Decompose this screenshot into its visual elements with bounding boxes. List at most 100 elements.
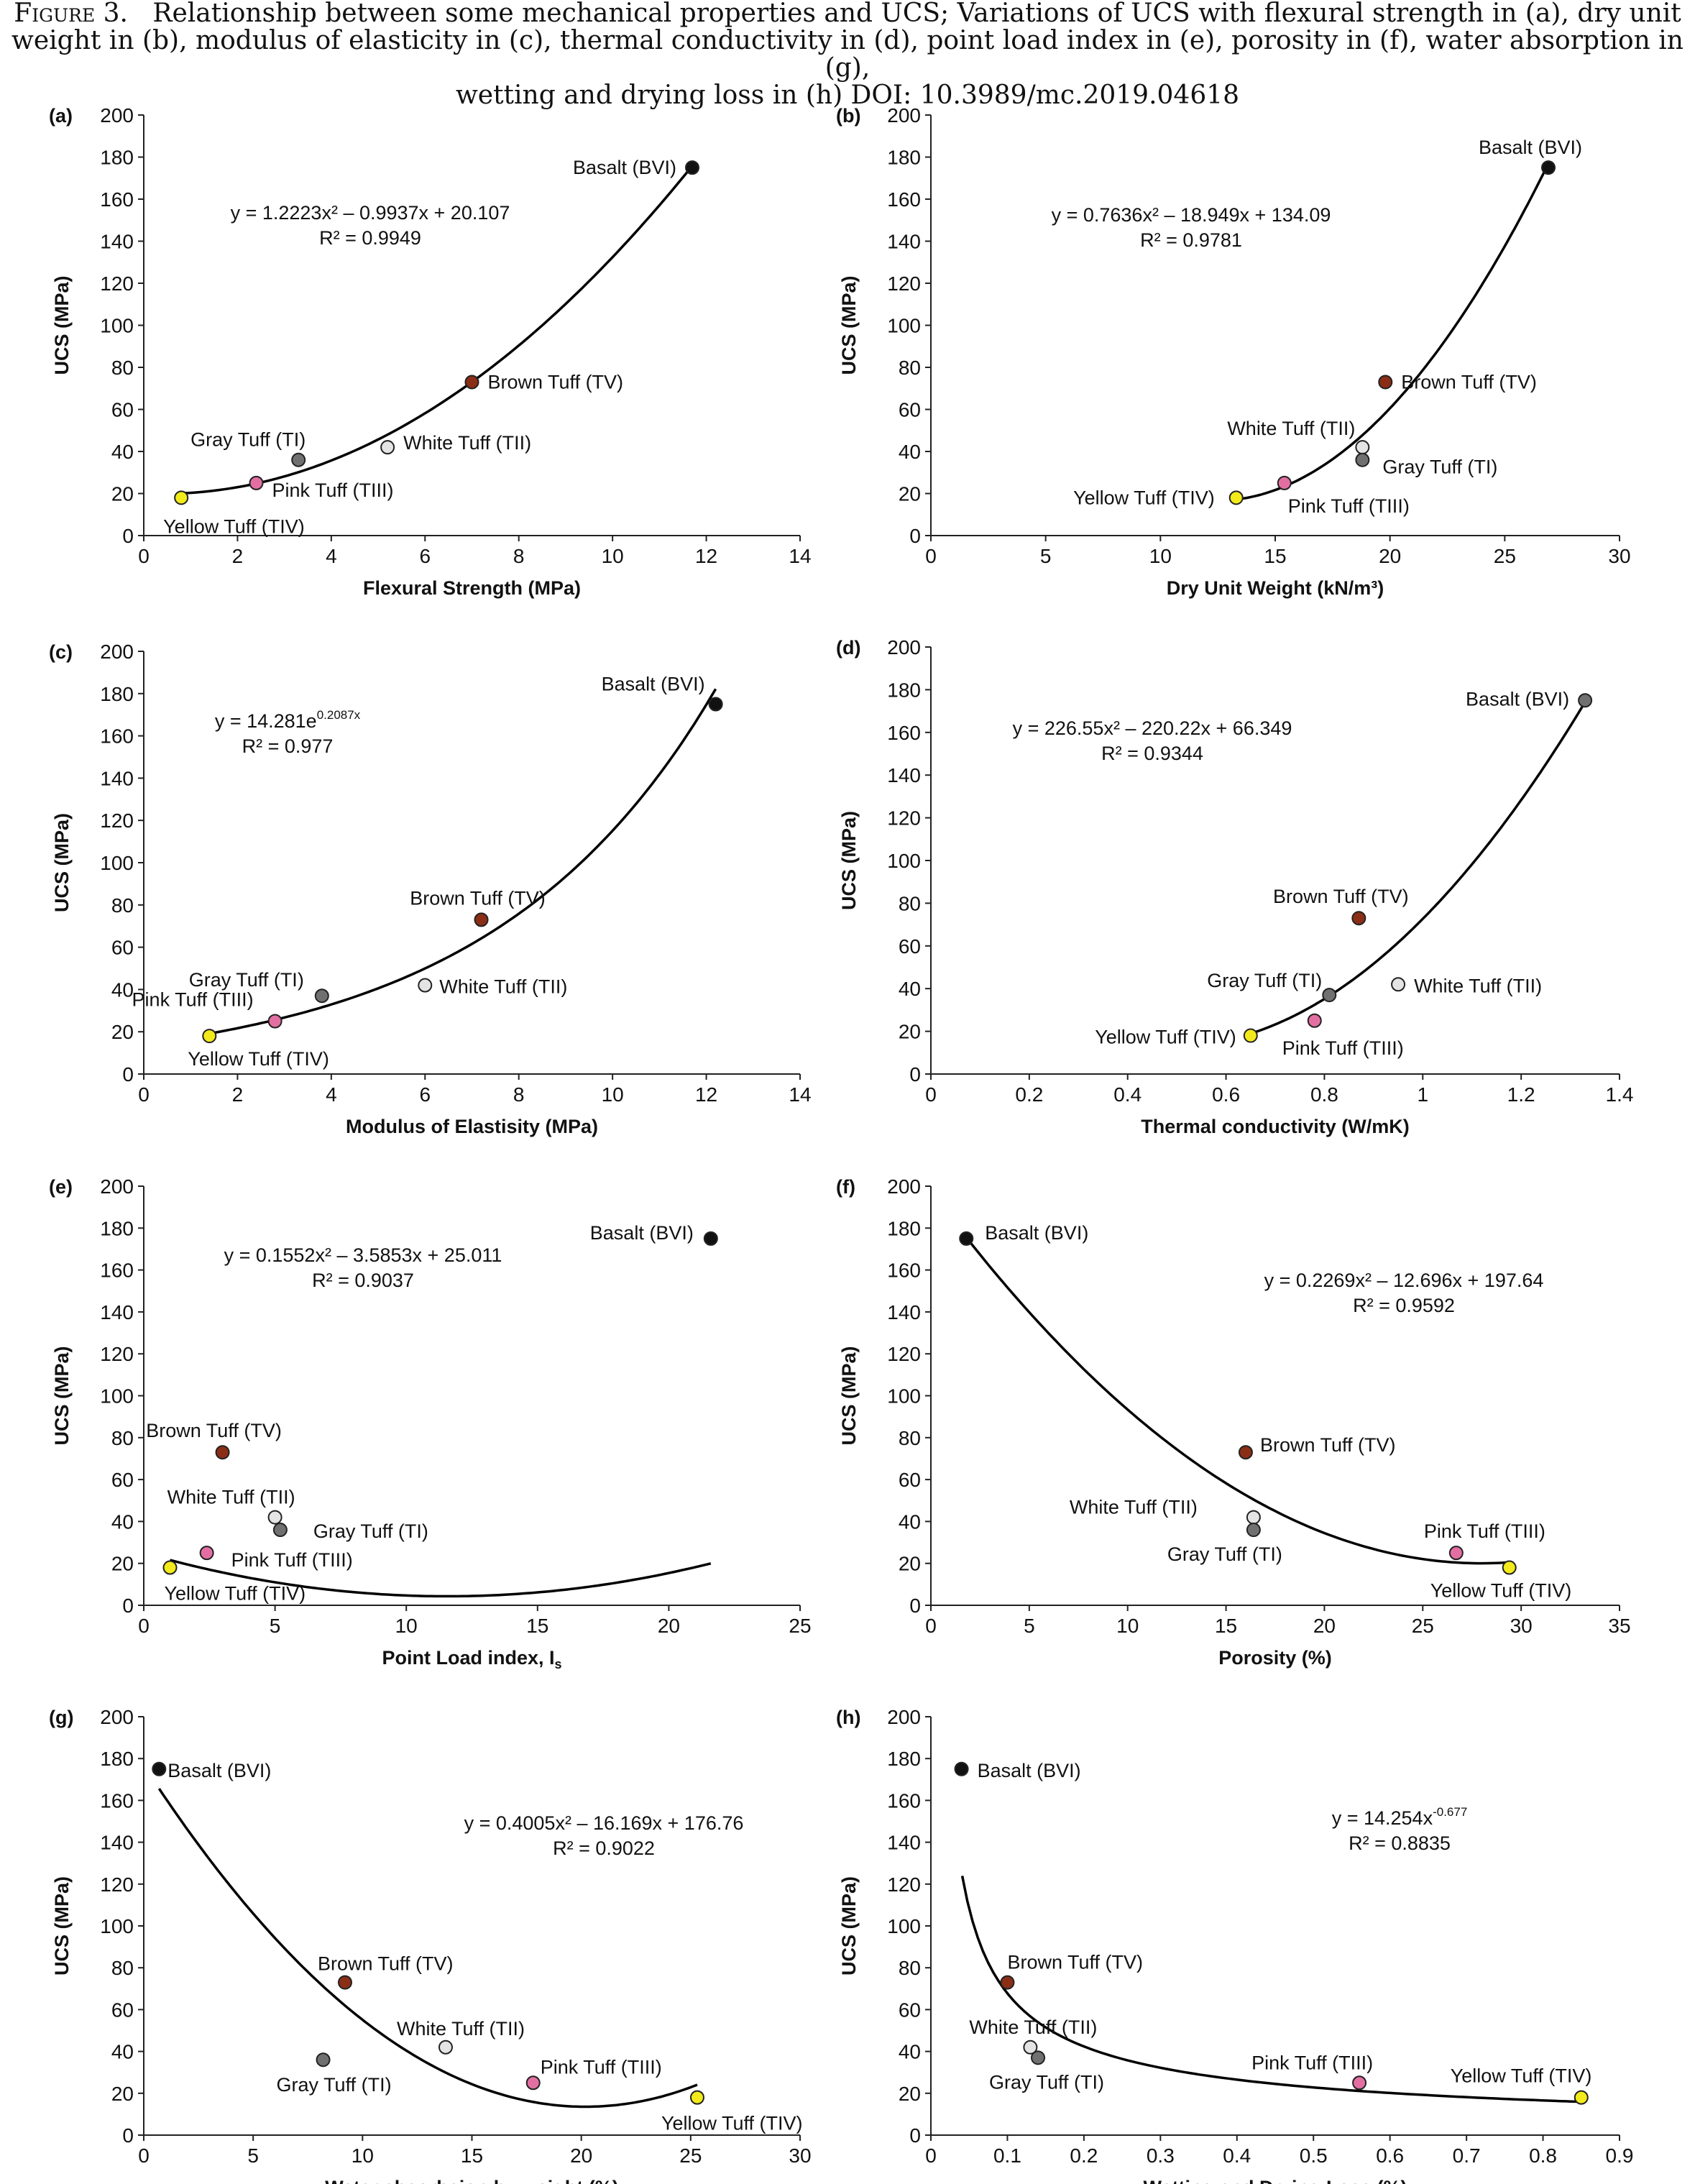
y-tick-label: 160 — [887, 1789, 921, 1812]
x-tick-label: 0 — [925, 1083, 937, 1106]
x-axis-label: Dry Unit Weight (kN/m³) — [1167, 577, 1384, 599]
data-point-gray-tuff-ti — [316, 2052, 331, 2068]
point-label-brown-tuff-tv: Brown Tuff (TV) — [318, 1953, 454, 1975]
data-point-yellow-tuff-tiv — [1228, 490, 1244, 505]
panel-label: (h) — [836, 1707, 860, 1728]
y-axis-label: UCS (MPa) — [838, 275, 860, 375]
trendline — [965, 1236, 1510, 1565]
y-tick-label: 120 — [100, 809, 134, 832]
caption-label: Figure 3. — [14, 0, 128, 28]
point-label-basalt-bvi: Basalt (BVI) — [1479, 137, 1582, 158]
data-point-brown-tuff-tv — [464, 375, 479, 390]
point-label-brown-tuff-tv: Brown Tuff (TV) — [1401, 371, 1537, 393]
equation-base: y = 14.254x — [1332, 1807, 1433, 1829]
figure-caption: Figure 3. Relationship between some mech… — [0, 0, 1695, 109]
data-point-yellow-tuff-tiv — [689, 2090, 704, 2105]
x-tick-label: 10 — [395, 1615, 418, 1637]
point-label-pink-tuff-tiii: Pink Tuff (TIII) — [1424, 1520, 1545, 1542]
x-tick-label: 14 — [789, 545, 811, 567]
y-tick-label: 120 — [887, 1873, 921, 1896]
y-tick-label: 20 — [899, 1553, 921, 1575]
x-tick-label: 0.5 — [1300, 2144, 1328, 2167]
trendline — [170, 1559, 712, 1598]
caption-line-1: Figure 3. Relationship between some mech… — [0, 0, 1695, 27]
point-label-brown-tuff-tv: Brown Tuff (TV) — [1260, 1434, 1396, 1456]
point-label-pink-tuff-tiii: Pink Tuff (TIII) — [541, 2056, 662, 2078]
panel-label: (f) — [836, 1176, 855, 1198]
data-point-white-tuff-tii — [418, 978, 433, 993]
y-tick-label: 180 — [887, 1217, 921, 1239]
y-tick-label: 20 — [899, 483, 921, 505]
data-point-brown-tuff-tv — [337, 1975, 352, 1990]
point-label-white-tuff-tii: White Tuff (TII) — [1227, 418, 1355, 439]
trendline — [960, 1876, 1581, 2103]
x-tick-label: 0 — [138, 1083, 150, 1106]
x-tick-label: 0.8 — [1529, 2144, 1557, 2167]
r-squared: R² = 0.9781 — [1140, 229, 1242, 251]
point-label-basalt-bvi: Basalt (BVI) — [590, 1222, 694, 1244]
data-point-brown-tuff-tv — [215, 1445, 230, 1460]
x-tick-label: 30 — [789, 2144, 811, 2167]
data-point-basalt-bvi — [959, 1231, 974, 1246]
x-tick-label: 10 — [352, 2144, 374, 2167]
point-label-gray-tuff-ti: Gray Tuff (TI) — [1167, 1543, 1282, 1565]
x-tick-label: 1.2 — [1507, 1083, 1535, 1106]
data-point-pink-tuff-tiii — [1352, 2075, 1367, 2091]
data-point-basalt-bvi — [954, 1761, 969, 1776]
x-tick-label: 2 — [232, 1083, 244, 1106]
point-label-white-tuff-tii: White Tuff (TII) — [439, 976, 567, 998]
x-tick-label: 15 — [1264, 545, 1286, 567]
data-point-white-tuff-tii — [1355, 440, 1370, 455]
x-tick-label: 12 — [695, 545, 717, 567]
chart-panel-d: (d) 0 20 40 60 80 100 120 140 160 180 200 0 0.2 0.4 0.6… — [836, 636, 1633, 1137]
r-squared: R² = 0.9592 — [1353, 1295, 1455, 1316]
y-tick-label: 200 — [887, 1706, 921, 1728]
panel-label: (e) — [49, 1176, 73, 1198]
point-label-gray-tuff-ti: Gray Tuff (TI) — [1382, 456, 1497, 478]
x-tick-label: 8 — [513, 1083, 525, 1106]
data-point-brown-tuff-tv — [474, 912, 489, 927]
x-tick-label: 0 — [925, 1615, 937, 1637]
y-axis-label: UCS (MPa) — [51, 813, 73, 912]
chart-panel-a: (a) 0 20 40 60 80 100 120 140 160 180 200 0 2 4 6 8 10 12 1… — [49, 104, 812, 599]
panel-label: (b) — [836, 105, 860, 127]
x-tick-label: 25 — [679, 2144, 702, 2167]
y-tick-label: 0 — [909, 525, 921, 547]
y-tick-label: 100 — [100, 852, 134, 874]
x-tick-label: 25 — [1494, 545, 1516, 567]
y-tick-label: 200 — [100, 1175, 134, 1198]
y-tick-label: 100 — [100, 1385, 134, 1408]
x-tick-label: 10 — [1149, 545, 1172, 567]
data-point-gray-tuff-ti — [314, 988, 329, 1004]
equation-exponent: 0.2087x — [317, 708, 361, 722]
x-tick-label: 25 — [1412, 1615, 1434, 1637]
data-point-basalt-bvi — [708, 697, 723, 712]
y-tick-label: 60 — [111, 1469, 134, 1491]
data-point-brown-tuff-tv — [1351, 911, 1366, 926]
y-tick-label: 40 — [111, 1510, 134, 1533]
data-point-gray-tuff-ti — [1031, 2050, 1046, 2065]
y-tick-label: 140 — [100, 1301, 134, 1323]
y-tick-label: 140 — [100, 1832, 134, 1854]
point-label-gray-tuff-ti: Gray Tuff (TI) — [190, 429, 306, 451]
y-tick-label: 40 — [899, 441, 921, 463]
y-tick-label: 60 — [899, 1469, 921, 1491]
point-label-pink-tuff-tiii: Pink Tuff (TIII) — [231, 1549, 353, 1571]
y-tick-label: 20 — [899, 2083, 921, 2105]
y-axis-label: UCS (MPa) — [51, 1876, 73, 1976]
x-tick-label: 0.2 — [1015, 1083, 1043, 1106]
data-point-pink-tuff-tiii — [267, 1014, 282, 1029]
y-tick-label: 60 — [899, 399, 921, 421]
y-tick-label: 160 — [887, 1260, 921, 1282]
data-point-gray-tuff-ti — [1355, 452, 1370, 467]
point-label-white-tuff-tii: White Tuff (TII) — [969, 2016, 1097, 2038]
r-squared: R² = 0.9022 — [553, 1837, 655, 1859]
point-label-basalt-bvi: Basalt (BVI) — [573, 157, 676, 178]
y-tick-label: 0 — [909, 2124, 921, 2147]
data-point-white-tuff-tii — [267, 1510, 282, 1525]
y-tick-label: 180 — [100, 683, 134, 705]
x-tick-label: 0 — [138, 545, 150, 567]
y-tick-label: 160 — [100, 1789, 134, 1812]
x-tick-label: 1.4 — [1606, 1083, 1634, 1106]
